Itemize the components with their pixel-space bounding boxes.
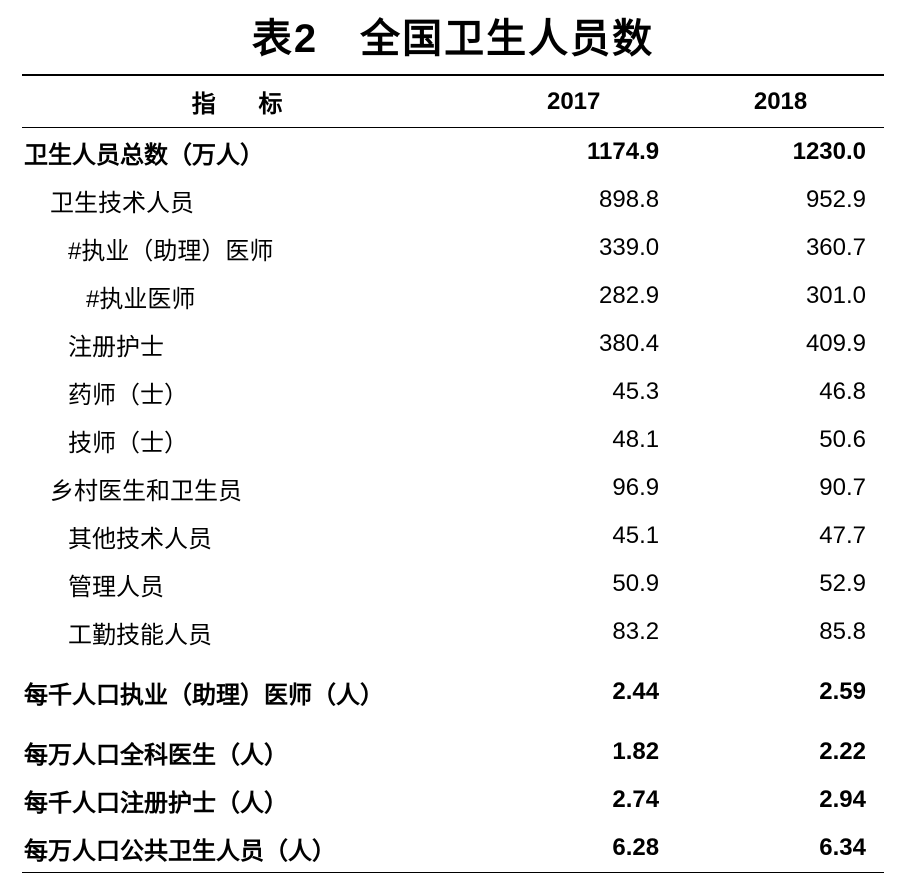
row-label: 管理人员: [22, 560, 470, 608]
page: 表2 全国卫生人员数 指 标 2017 2018 卫生人员总数（万人）1174.…: [0, 0, 906, 852]
row-label: 技师（士）: [22, 416, 470, 464]
row-value-2018: 2.59: [677, 656, 884, 728]
row-label: 每千人口执业（助理）医师（人）: [22, 656, 470, 728]
table-row: 注册护士380.4409.9: [22, 320, 884, 368]
row-label: 乡村医生和卫生员: [22, 464, 470, 512]
row-value-2018: 85.8: [677, 608, 884, 656]
row-value-2018: 46.8: [677, 368, 884, 416]
row-label: 药师（士）: [22, 368, 470, 416]
row-value-2017: 2.44: [470, 656, 677, 728]
row-label: 注册护士: [22, 320, 470, 368]
table-row: 每万人口全科医生（人）1.822.22: [22, 728, 884, 776]
table-row: 卫生技术人员898.8952.9: [22, 176, 884, 224]
row-value-2017: 282.9: [470, 272, 677, 320]
header-year-2018: 2018: [677, 75, 884, 128]
table-row: 卫生人员总数（万人）1174.91230.0: [22, 128, 884, 177]
row-value-2017: 1174.9: [470, 128, 677, 177]
row-value-2018: 2.94: [677, 776, 884, 824]
row-value-2017: 83.2: [470, 608, 677, 656]
row-label: 每万人口公共卫生人员（人）: [22, 824, 470, 873]
row-value-2018: 6.34: [677, 824, 884, 873]
row-label: #执业医师: [22, 272, 470, 320]
header-indicator: 指 标: [22, 75, 470, 128]
row-value-2017: 898.8: [470, 176, 677, 224]
table-body: 卫生人员总数（万人）1174.91230.0卫生技术人员898.8952.9#执…: [22, 128, 884, 873]
table-row: 每千人口注册护士（人）2.742.94: [22, 776, 884, 824]
row-value-2017: 2.74: [470, 776, 677, 824]
row-label: 工勤技能人员: [22, 608, 470, 656]
row-value-2018: 360.7: [677, 224, 884, 272]
row-value-2018: 50.6: [677, 416, 884, 464]
row-label: 卫生人员总数（万人）: [22, 128, 470, 177]
table-row: 工勤技能人员83.285.8: [22, 608, 884, 656]
row-value-2017: 339.0: [470, 224, 677, 272]
table-header-row: 指 标 2017 2018: [22, 75, 884, 128]
row-value-2018: 952.9: [677, 176, 884, 224]
row-value-2018: 301.0: [677, 272, 884, 320]
table-row: 乡村医生和卫生员96.990.7: [22, 464, 884, 512]
row-value-2018: 1230.0: [677, 128, 884, 177]
row-value-2018: 409.9: [677, 320, 884, 368]
row-value-2017: 48.1: [470, 416, 677, 464]
row-value-2017: 50.9: [470, 560, 677, 608]
header-year-2017: 2017: [470, 75, 677, 128]
row-value-2017: 45.1: [470, 512, 677, 560]
row-value-2018: 52.9: [677, 560, 884, 608]
row-value-2017: 45.3: [470, 368, 677, 416]
data-table: 指 标 2017 2018 卫生人员总数（万人）1174.91230.0卫生技术…: [22, 74, 884, 873]
row-value-2017: 380.4: [470, 320, 677, 368]
table-row: 其他技术人员45.147.7: [22, 512, 884, 560]
row-value-2018: 47.7: [677, 512, 884, 560]
row-value-2017: 96.9: [470, 464, 677, 512]
row-label: 每万人口全科医生（人）: [22, 728, 470, 776]
table-row: #执业医师282.9301.0: [22, 272, 884, 320]
row-label: 卫生技术人员: [22, 176, 470, 224]
table-row: #执业（助理）医师339.0360.7: [22, 224, 884, 272]
row-label: 其他技术人员: [22, 512, 470, 560]
table-row: 每万人口公共卫生人员（人）6.286.34: [22, 824, 884, 873]
row-label: #执业（助理）医师: [22, 224, 470, 272]
table-row: 技师（士）48.150.6: [22, 416, 884, 464]
row-value-2017: 1.82: [470, 728, 677, 776]
row-value-2018: 90.7: [677, 464, 884, 512]
table-row: 每千人口执业（助理）医师（人）2.442.59: [22, 656, 884, 728]
row-value-2018: 2.22: [677, 728, 884, 776]
row-value-2017: 6.28: [470, 824, 677, 873]
table-row: 药师（士）45.346.8: [22, 368, 884, 416]
row-label: 每千人口注册护士（人）: [22, 776, 470, 824]
table-row: 管理人员50.952.9: [22, 560, 884, 608]
table-title: 表2 全国卫生人员数: [22, 0, 884, 74]
